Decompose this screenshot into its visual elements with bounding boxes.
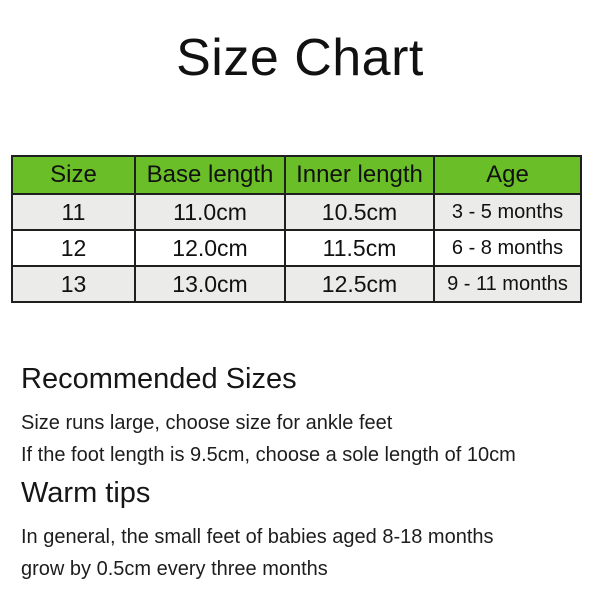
table-cell-inner-length: 11.5cm (284, 229, 435, 267)
table-cell-base-length: 12.0cm (134, 229, 286, 267)
page-title: Size Chart (176, 29, 424, 87)
table-cell-age: 6 - 8 months (433, 229, 582, 267)
table-cell-size: 12 (11, 229, 136, 267)
tip-line: Size runs large, choose size for ankle f… (21, 412, 393, 434)
column-header-size: Size (11, 155, 136, 195)
size-table: Size Base length Inner length Age 11 11.… (11, 155, 582, 303)
column-header-base-length: Base length (134, 155, 286, 195)
table-row: 11 11.0cm 10.5cm 3 - 5 months (11, 193, 582, 231)
table-cell-age: 9 - 11 months (433, 265, 582, 303)
table-cell-base-length: 11.0cm (134, 193, 286, 231)
notes-section: Recommended Sizes Size runs large, choos… (21, 363, 581, 589)
table-header-row: Size Base length Inner length Age (11, 155, 582, 195)
table-cell-age: 3 - 5 months (433, 193, 582, 231)
table-row: 13 13.0cm 12.5cm 9 - 11 months (11, 265, 582, 303)
tip-line: If the foot length is 9.5cm, choose a so… (21, 444, 516, 466)
table-cell-size: 13 (11, 265, 136, 303)
table-cell-inner-length: 10.5cm (284, 193, 435, 231)
table-row: 12 12.0cm 11.5cm 6 - 8 months (11, 229, 582, 267)
recommended-sizes-heading: Recommended Sizes (21, 363, 297, 395)
warm-tips-heading: Warm tips (21, 477, 151, 509)
table-cell-base-length: 13.0cm (134, 265, 286, 303)
column-header-age: Age (433, 155, 582, 195)
tip-line: grow by 0.5cm every three months (21, 558, 328, 580)
tip-line: In general, the small feet of babies age… (21, 526, 494, 548)
table-cell-inner-length: 12.5cm (284, 265, 435, 303)
table-cell-size: 11 (11, 193, 136, 231)
column-header-inner-length: Inner length (284, 155, 435, 195)
